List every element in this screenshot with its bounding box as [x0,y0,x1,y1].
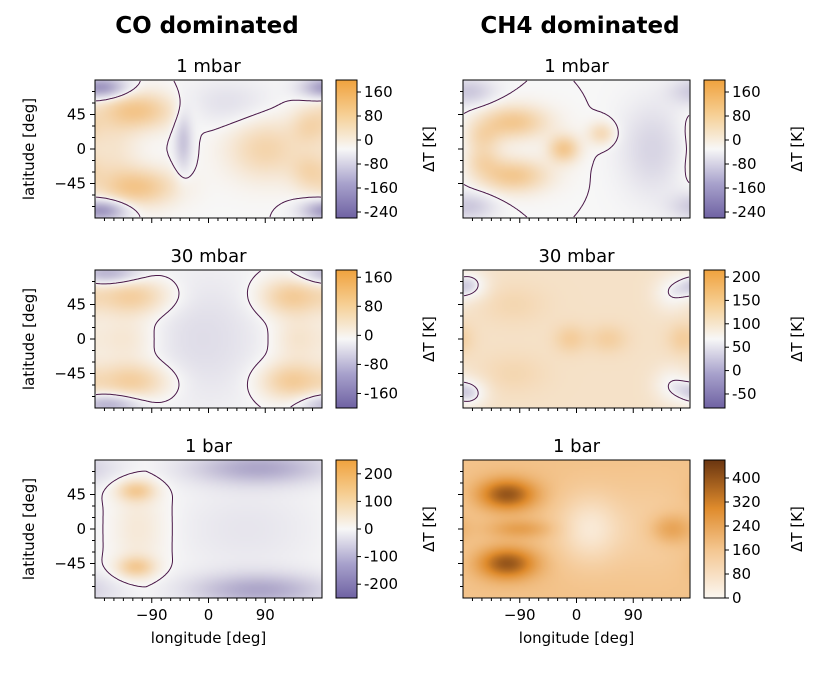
colorbar-tick-label: -240 [364,203,398,221]
colorbar-tick-label: 80 [732,565,751,583]
colorbar-tick-label: -100 [364,548,398,566]
colorbar-tick-label: 160 [732,83,761,101]
y-axis-label: latitude [deg] [20,98,38,200]
colorbar-label: ΔT [K] [420,506,438,552]
panel-title: 1 mbar [176,56,241,77]
colorbar-tick-label: 0 [364,520,374,538]
x-tick-label: 90 [256,606,275,624]
colorbar-tick-label: 0 [732,589,742,607]
panel-title: 30 mbar [538,246,615,267]
colorbar-tick-label: -160 [364,179,398,197]
colorbar [703,79,726,219]
colorbar-tick-label: -200 [364,575,398,593]
panel-co-1-mbar: 1 mbar −45 0 45 latitude [deg] 160 80 0 -80 -160 -… [20,56,438,223]
colorbar-tick-label: 0 [732,131,742,149]
colorbar-tick-label: -240 [732,203,766,221]
heatmap-field [463,270,690,408]
column-title-co: CO dominated [115,13,299,39]
colorbar-tick-label: 100 [364,492,393,510]
colorbar-tick-label: 100 [732,315,761,333]
y-tick-label: 0 [76,140,86,158]
zero-contour [463,276,690,402]
colorbar-tick-label: 0 [364,326,374,344]
y-tick-label: −45 [54,365,86,383]
colorbar [703,269,726,409]
panel-title: 1 bar [185,436,233,457]
colorbar-tick-label: 160 [364,83,393,101]
panel-co-1-bar: 1 bar −45 0 45 latitude [deg] −90 0 90 longitude… [20,436,438,647]
heatmap-field [95,270,322,408]
zero-contour [463,80,690,218]
y-tick-label: −45 [54,555,86,573]
x-tick-label: −90 [136,606,168,624]
colorbar-tick-label: -80 [364,355,389,373]
panel-ch4-1-bar: 1 bar −90 0 90 longitude [deg] 400 320 240 160 80… [458,436,806,647]
x-tick-label: 0 [572,606,582,624]
x-tick-label: −90 [504,606,536,624]
x-tick-label: 0 [204,606,214,624]
colorbar-tick-label: -80 [364,155,389,173]
colorbar-tick-label: 150 [732,291,761,309]
heatmap-field [463,80,690,218]
colorbar [335,269,358,409]
panel-ch4-30-mbar: 30 mbar 200 150 100 50 0 -50 ΔT [K] [458,246,806,413]
zero-contour [95,270,322,408]
colorbar-label: ΔT [K] [420,126,438,172]
colorbar-tick-label: -160 [732,179,766,197]
colorbar-tick-label: 160 [364,268,393,286]
y-tick-label: −45 [54,175,86,193]
colorbar-tick-label: 0 [732,362,742,380]
colorbar-tick-label: 160 [732,541,761,559]
zero-contour [95,80,322,218]
colorbar-tick-label: 200 [364,465,393,483]
panel-title: 1 mbar [544,56,609,77]
colorbar-tick-label: 80 [364,107,383,125]
colorbar-tick-label: 50 [732,338,751,356]
colorbar-label: ΔT [K] [788,316,806,362]
y-axis-label: latitude [deg] [20,288,38,390]
colorbar [335,79,358,219]
panel-co-30-mbar: 30 mbar −45 0 45 latitude [deg] 160 80 0 -80 -160… [20,246,438,413]
y-tick-label: 45 [67,296,86,314]
x-tick-label: 90 [624,606,643,624]
zero-contour [101,470,173,588]
y-tick-label: 45 [67,106,86,124]
colorbar-tick-label: 80 [732,107,751,125]
heatmap-field [95,80,322,218]
panel-ch4-1-mbar: 1 mbar 160 80 0 -80 -160 -240 ΔT [K] [458,56,806,223]
panel-title: 30 mbar [170,246,247,267]
y-tick-label: 45 [67,486,86,504]
colorbar-tick-label: 240 [732,517,761,535]
colorbar-tick-label: -50 [732,385,757,403]
column-title-ch4: CH4 dominated [480,13,679,39]
colorbar-label: ΔT [K] [788,506,806,552]
colorbar [703,459,726,599]
x-axis-label: longitude [deg] [151,629,266,647]
colorbar [335,459,358,599]
heatmap-field [463,460,690,598]
colorbar-tick-label: 0 [364,131,374,149]
y-axis-label: latitude [deg] [20,478,38,580]
colorbar-tick-label: 320 [732,493,761,511]
colorbar-label: ΔT [K] [420,316,438,362]
colorbar-tick-label: 400 [732,469,761,487]
colorbar-tick-label: 80 [364,297,383,315]
colorbar-tick-label: -80 [732,155,757,173]
colorbar-label: ΔT [K] [788,126,806,172]
colorbar-tick-label: -160 [364,384,398,402]
panel-title: 1 bar [553,436,601,457]
colorbar-tick-label: 200 [732,268,761,286]
panels: 1 mbar −45 0 45 latitude [deg] 160 80 0 -80 -160 -… [20,56,806,647]
y-tick-label: 0 [76,330,86,348]
x-axis-label: longitude [deg] [519,629,634,647]
y-tick-label: 0 [76,520,86,538]
heatmap-field [95,460,322,598]
